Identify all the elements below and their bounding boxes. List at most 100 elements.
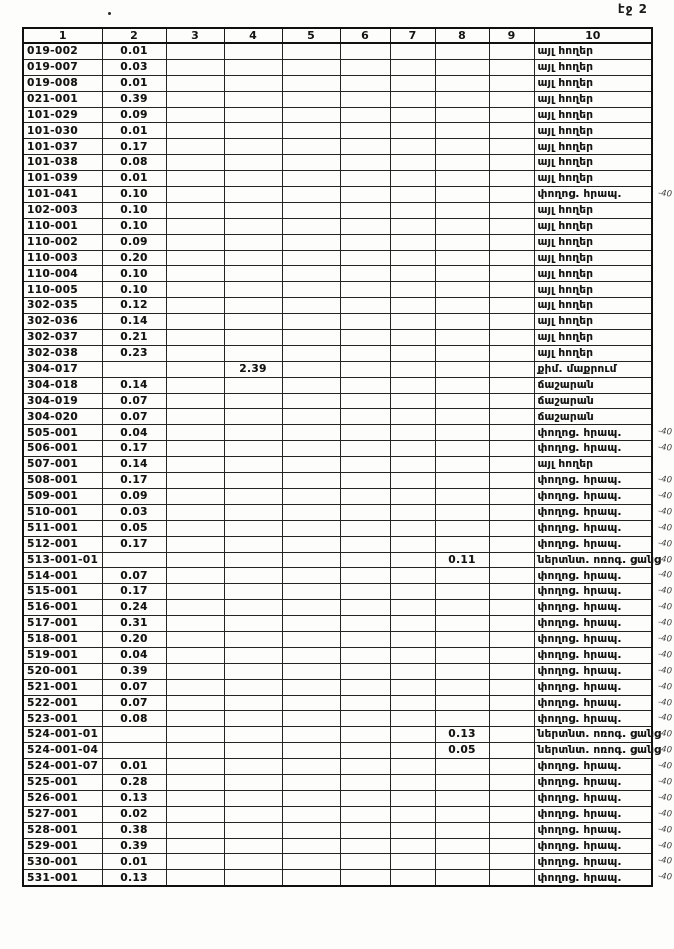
table-row: 101-029 0.09 այլ հողեր: [22, 106, 653, 124]
col6-cell: [339, 805, 391, 823]
land-use-label: փողոց. հրապ.: [537, 633, 622, 646]
land-use-cell: փողոց. հրապ. -40: [533, 710, 672, 728]
land-use-cell: այլ հողեր: [533, 456, 653, 474]
col7-cell: [389, 742, 436, 760]
col6-cell: [339, 789, 391, 807]
handwritten-margin-note: -40: [657, 569, 673, 581]
col3-cell: [165, 217, 225, 235]
col7-cell: [389, 74, 436, 92]
col3-cell: [165, 233, 225, 251]
col3-cell: [165, 773, 225, 791]
land-use-cell: ներտնտ. ոռոգ. ցանց -40: [533, 742, 672, 760]
col3-cell: [165, 329, 225, 346]
area-col8-cell: [434, 519, 490, 537]
handwritten-margin-note: -40: [657, 839, 673, 852]
col6-cell: [339, 424, 391, 442]
handwritten-margin-note: -40: [657, 871, 673, 883]
col9-cell: [488, 249, 535, 267]
col5-cell: [281, 186, 341, 203]
col9-cell: [488, 853, 535, 871]
parcel-code-cell: 523-001: [22, 710, 103, 728]
land-use-cell: փողոց. հրապ. -40: [533, 424, 672, 442]
area-col4-cell: [223, 170, 283, 188]
land-use-cell: փողոց. հրապ. -40: [533, 646, 672, 664]
area-col4-cell: [223, 233, 283, 251]
table-row: 101-030 0.01 այլ հողեր: [22, 122, 653, 140]
table-row: 521-001 0.07 փողոց. հրապ. -40: [22, 678, 672, 696]
area-col4-cell: [223, 42, 283, 60]
parcel-code-cell: 515-001: [22, 583, 103, 601]
col5-cell: [281, 805, 341, 823]
table-row: 101-038 0.08 այլ հողեր: [22, 154, 653, 172]
col5-cell: [281, 138, 341, 156]
col7-cell: [389, 408, 436, 426]
area-col4-cell: [223, 599, 283, 617]
land-use-label: այլ հողեր: [537, 251, 594, 264]
col7-cell: [389, 281, 436, 299]
col3-cell: [165, 408, 225, 426]
col5-cell: [281, 789, 341, 807]
col9-cell: [488, 154, 535, 172]
area-col8-cell: [434, 456, 490, 474]
col7-cell: [389, 853, 436, 871]
land-use-label: այլ հողեր: [537, 61, 594, 74]
table-row: 522-001 0.07 փողոց. հրապ. -40: [22, 694, 672, 712]
area-col4-cell: [223, 249, 283, 267]
col6-cell: [339, 758, 391, 775]
land-use-label: այլ հողեր: [537, 299, 594, 312]
handwritten-margin-note: -40: [657, 522, 673, 534]
col9-cell: [488, 456, 535, 474]
handwritten-margin-note: -40: [657, 617, 673, 629]
land-use-label: փողոց. հրապ.: [537, 617, 622, 630]
col5-cell: [281, 503, 341, 521]
col9-cell: [488, 138, 535, 156]
col6-cell: [339, 694, 391, 712]
col3-cell: [165, 869, 225, 887]
parcel-code-cell: 524-001-07: [22, 758, 103, 775]
table-row: 518-001 0.20 փողոց. հրապ. -40: [22, 630, 672, 648]
col6-cell: [339, 837, 391, 855]
land-use-label: փողոց. հրապ.: [537, 871, 622, 884]
land-use-cell: փողոց. հրապ. -40: [533, 599, 672, 617]
handwritten-margin-note: -40: [657, 538, 673, 550]
col9-cell: [488, 186, 535, 203]
col3-cell: [165, 519, 225, 537]
area-col4-cell: [223, 726, 283, 744]
col9-cell: [488, 265, 535, 283]
land-use-cell: այլ հողեր: [533, 201, 653, 219]
land-use-cell: այլ հողեր: [533, 297, 653, 315]
area-col8-cell: 0.11: [434, 551, 490, 569]
parcel-code-cell: 101-029: [22, 106, 103, 124]
area-col8-cell: [434, 583, 490, 601]
col9-cell: [488, 567, 535, 585]
col7-cell: [389, 805, 436, 823]
col6-cell: [339, 233, 391, 251]
area-col2-cell: 0.13: [101, 789, 167, 807]
col5-cell: [281, 42, 341, 60]
col3-cell: [165, 694, 225, 712]
parcel-code-cell: 019-007: [22, 58, 103, 76]
area-col4-cell: [223, 90, 283, 108]
parcel-code-cell: 519-001: [22, 646, 103, 664]
area-col8-cell: 0.05: [434, 742, 490, 760]
land-use-label: քիմ. մաքրում: [537, 363, 617, 375]
col7-cell: [389, 869, 436, 887]
col3-cell: [165, 106, 225, 124]
parcel-code-cell: 101-037: [22, 138, 103, 156]
col5-cell: [281, 376, 341, 394]
area-col8-cell: [434, 408, 490, 426]
col6-cell: [339, 265, 391, 283]
page-number-label: էջ 2: [617, 2, 648, 16]
parcel-code-cell: 302-035: [22, 297, 103, 315]
col9-cell: [488, 376, 535, 394]
area-col4-cell: [223, 408, 283, 426]
parcel-code-cell: 517-001: [22, 615, 103, 632]
col7-cell: [389, 297, 436, 315]
col5-cell: [281, 694, 341, 712]
area-col8-cell: [434, 599, 490, 617]
col3-cell: [165, 58, 225, 76]
handwritten-margin-note: -40: [657, 553, 673, 566]
table-row: 509-001 0.09 փողոց. հրապ. -40: [22, 487, 672, 505]
col3-cell: [165, 599, 225, 617]
parcel-code-cell: 531-001: [22, 869, 103, 887]
